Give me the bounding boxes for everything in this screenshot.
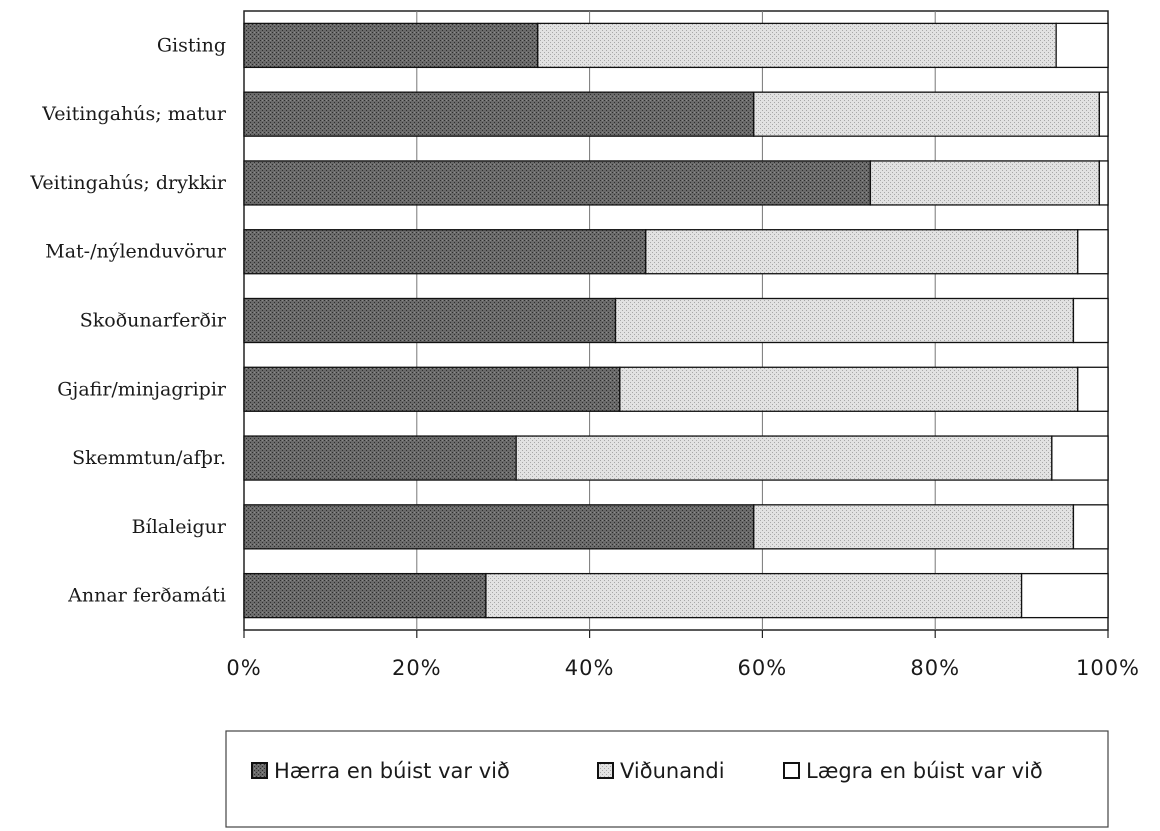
bar-segment-2	[485, 572, 1023, 619]
bar-segment-2	[619, 366, 1079, 412]
legend-label: Lægra en búist var við	[806, 759, 1043, 783]
bar-segment-3	[1020, 572, 1109, 619]
bar-segment-1	[243, 504, 755, 550]
bar-segment-1	[243, 160, 872, 206]
x-tick-label: 60%	[738, 656, 788, 680]
bar-segment-1	[243, 435, 517, 481]
bar-segment-2	[753, 504, 1075, 550]
category-label: Mat-/nýlenduvörur	[45, 241, 227, 263]
bar-segment-3	[1077, 229, 1109, 275]
bar-segment-3	[1055, 22, 1109, 69]
category-label: Gisting	[157, 34, 226, 56]
bar-segment-1	[243, 229, 647, 275]
legend: Hærra en búist var við Viðunandi Lægra en …	[225, 730, 1109, 828]
category-label: Annar ferðamáti	[67, 585, 226, 607]
legend-label: Hærra en búist var við	[274, 759, 510, 783]
x-tick-label: 100%	[1076, 656, 1140, 680]
bar-segment-2	[753, 91, 1101, 137]
x-axis-ticks: 0% 20% 40% 60% 80% 100%	[226, 656, 1140, 680]
category-label: Skemmtun/afþr.	[72, 447, 226, 469]
category-labels: Gisting Veitingahús; matur Veitingahús; dr…	[29, 34, 226, 606]
category-label: Gjafir/minjagripir	[57, 378, 227, 400]
bar-segment-2	[869, 160, 1101, 206]
legend-box	[225, 730, 1109, 828]
bar-segment-2	[515, 435, 1053, 481]
category-label: Veitingahús; drykkir	[29, 172, 226, 194]
bar-segment-1	[243, 572, 487, 619]
legend-swatch	[783, 762, 800, 779]
bar-segment-2	[645, 229, 1079, 275]
category-label: Skoðunarferðir	[80, 310, 227, 332]
bar-segment-3	[1072, 297, 1109, 344]
x-tick-label: 40%	[565, 656, 615, 680]
x-tick-label: 20%	[392, 656, 442, 680]
bar-segment-3	[1051, 435, 1109, 481]
category-label: Bílaleigur	[132, 516, 227, 538]
bar-segment-3	[1072, 504, 1109, 550]
bar-segment-1	[243, 91, 755, 137]
legend-label: Viðunandi	[620, 759, 725, 783]
bar-segment-2	[614, 297, 1075, 344]
bar-segment-1	[243, 366, 621, 412]
legend-swatch	[597, 762, 614, 779]
bar-segment-1	[243, 297, 617, 344]
bar-segment-3	[1098, 160, 1109, 206]
legend-swatch	[251, 762, 268, 779]
bar-segment-3	[1098, 91, 1109, 137]
x-tick-label: 0%	[226, 656, 261, 680]
x-tick-label: 80%	[910, 656, 960, 680]
bar-segment-2	[537, 22, 1057, 69]
bars-group	[243, 22, 1109, 619]
category-label: Veitingahús; matur	[41, 103, 227, 125]
bar-segment-3	[1077, 366, 1109, 412]
bar-segment-1	[243, 22, 539, 69]
